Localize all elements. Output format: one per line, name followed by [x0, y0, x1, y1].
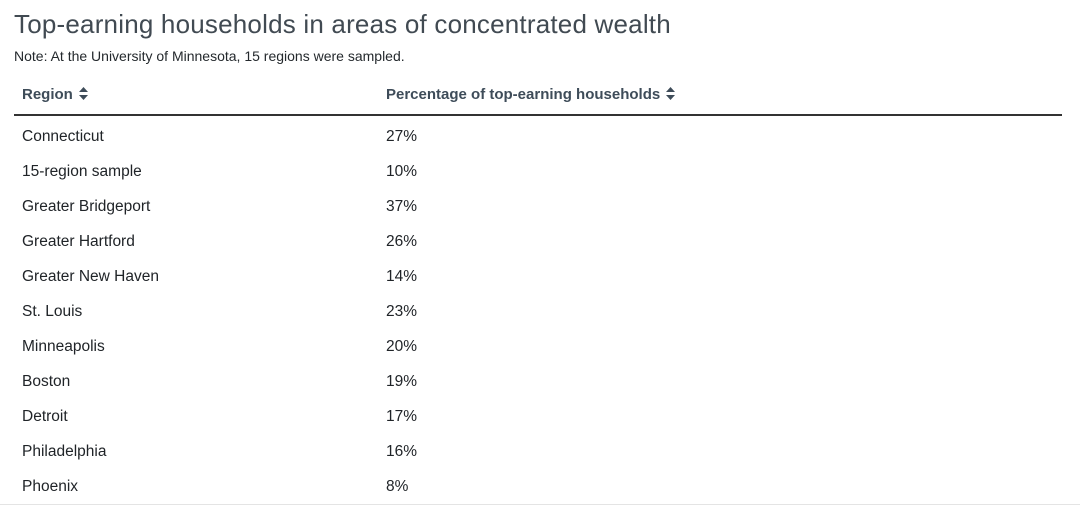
table-row: St. Louis 23%: [14, 295, 1062, 330]
percentage-cell: 19%: [386, 372, 418, 390]
percentage-cell: 14%: [386, 267, 418, 285]
sort-updown-icon[interactable]: [78, 86, 88, 104]
region-cell: Detroit: [22, 407, 68, 425]
percentage-cell: 17%: [386, 407, 418, 425]
table-row: Boston 19%: [14, 365, 1062, 400]
note-text: Note: At the University of Minnesota, 15…: [14, 47, 405, 64]
region-cell: Minneapolis: [22, 337, 105, 355]
table-row: Phoenix 8%: [14, 470, 1062, 505]
region-cell: Greater Hartford: [22, 232, 135, 250]
region-cell: Phoenix: [22, 477, 79, 495]
percentage-cell: 20%: [386, 337, 418, 355]
table-header-row: Region Percentage of top-earning househo…: [14, 77, 1062, 116]
region-cell: Boston: [22, 372, 71, 390]
region-cell: Greater New Haven: [22, 267, 159, 285]
table-row: Greater Bridgeport 37%: [14, 190, 1062, 225]
region-cell: 15-region sample: [22, 162, 142, 180]
percentage-cell: 26%: [386, 232, 418, 250]
table-row: Connecticut 27%: [14, 115, 1062, 155]
table-row: Philadelphia 16%: [14, 435, 1062, 470]
region-cell: Connecticut: [22, 127, 104, 145]
column-header-region[interactable]: Region: [14, 77, 378, 116]
table-row: Greater New Haven 14%: [14, 260, 1062, 295]
data-table: Region Percentage of top-earning househo…: [14, 77, 1062, 505]
table-row: Minneapolis 20%: [14, 330, 1062, 365]
region-cell: Philadelphia: [22, 442, 107, 460]
region-cell: Greater Bridgeport: [22, 197, 151, 215]
column-header-percentage-label: Percentage of top-earning households: [386, 85, 661, 103]
percentage-cell: 27%: [386, 127, 418, 145]
column-header-region-label: Region: [22, 85, 73, 103]
percentage-cell: 37%: [386, 197, 418, 215]
table-row: Detroit 17%: [14, 400, 1062, 435]
percentage-cell: 8%: [386, 477, 409, 495]
percentage-cell: 10%: [386, 162, 418, 180]
percentage-cell: 23%: [386, 302, 418, 320]
region-cell: St. Louis: [22, 302, 83, 320]
column-header-percentage[interactable]: Percentage of top-earning households: [378, 77, 1062, 116]
sort-updown-icon[interactable]: [666, 86, 676, 104]
table-row: 15-region sample 10%: [14, 155, 1062, 190]
page-title: Top-earning households in areas of conce…: [14, 9, 671, 39]
table-row: Greater Hartford 26%: [14, 225, 1062, 260]
percentage-cell: 16%: [386, 442, 418, 460]
